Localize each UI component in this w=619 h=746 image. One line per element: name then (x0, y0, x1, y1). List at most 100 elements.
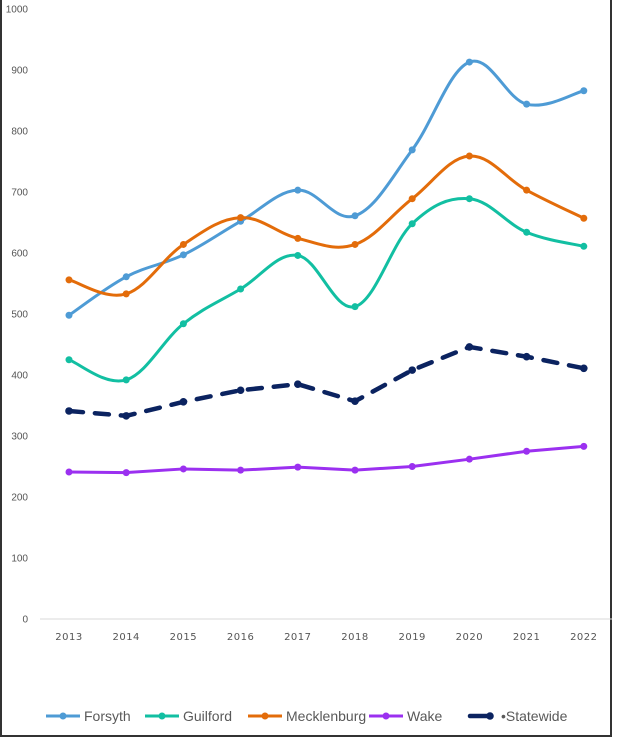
x-tick-label: 2013 (55, 632, 82, 643)
chart-frame: 0 100 200 300 400 500 600 700 800 900 1000 2013 201… (0, 0, 612, 737)
data-point-guilford-2020 (465, 195, 473, 203)
y-tick-label: 900 (11, 66, 28, 77)
data-point-statewide-2013 (65, 407, 73, 415)
series-wake (65, 442, 588, 477)
y-tick-label: 400 (11, 371, 28, 382)
data-point-forsyth-2014 (122, 273, 130, 281)
series-line-forsyth (67, 59, 586, 317)
data-point-guilford-2014 (122, 376, 130, 384)
data-point-forsyth-2020 (465, 58, 473, 66)
legend: Forsyth Guilford Mecklenburg Wake •Statewide (46, 708, 568, 724)
data-point-mecklenburg-2017 (294, 234, 302, 242)
data-point-statewide-2018 (351, 397, 359, 406)
legend-marker-wake (382, 712, 390, 720)
y-tick-label: 600 (11, 249, 28, 260)
x-tick-label: 2021 (513, 632, 540, 643)
data-point-wake-2022 (580, 442, 588, 450)
data-point-statewide-2015 (179, 398, 188, 406)
legend-item-statewide: •Statewide (467, 708, 568, 724)
data-point-mecklenburg-2018 (351, 240, 359, 248)
data-point-forsyth-2018 (351, 212, 359, 220)
x-tick-label: 2022 (570, 632, 597, 643)
data-point-guilford-2017 (294, 251, 302, 259)
x-tick-label: 2020 (456, 632, 483, 643)
x-tick-label: 2018 (341, 632, 368, 643)
data-point-wake-2016 (237, 466, 245, 474)
data-point-wake-2015 (179, 465, 187, 473)
x-tick-label: 2017 (284, 632, 311, 643)
series-statewide (65, 343, 588, 420)
series-guilford (65, 195, 588, 384)
legend-label-wake: Wake (407, 708, 442, 724)
data-point-mecklenburg-2022 (580, 214, 588, 222)
data-point-mecklenburg-2013 (65, 276, 73, 284)
y-axis: 0 100 200 300 400 500 600 700 800 900 1000 (6, 5, 29, 626)
y-tick-label: 300 (11, 432, 28, 443)
legend-marker-mecklenburg (261, 712, 269, 720)
legend-item-forsyth: Forsyth (46, 708, 131, 724)
series-mecklenburg (65, 152, 588, 298)
legend-label-guilford: Guilford (183, 708, 232, 724)
legend-marker-forsyth (59, 712, 67, 720)
legend-item-mecklenburg: Mecklenburg (248, 708, 366, 724)
data-point-statewide-2019 (408, 366, 417, 374)
series-layer (65, 58, 588, 477)
data-point-wake-2017 (294, 463, 302, 471)
x-tick-label: 2016 (227, 632, 254, 643)
legend-label-mecklenburg: Mecklenburg (286, 708, 366, 724)
y-tick-label: 0 (22, 615, 28, 626)
data-point-forsyth-2017 (294, 186, 302, 194)
y-tick-label: 500 (11, 310, 28, 321)
series-line-mecklenburg (67, 154, 586, 297)
legend-item-wake: Wake (369, 708, 442, 724)
legend-marker-statewide (486, 712, 494, 720)
data-point-statewide-2020 (465, 343, 474, 351)
x-tick-label: 2015 (170, 632, 197, 643)
data-point-wake-2019 (408, 463, 416, 470)
data-point-forsyth-2019 (408, 146, 416, 154)
y-tick-label: 800 (11, 127, 28, 138)
series-line-guilford (67, 197, 586, 383)
data-point-mecklenburg-2020 (465, 152, 473, 160)
y-tick-label: 1000 (6, 5, 29, 16)
y-tick-label: 200 (11, 493, 28, 504)
data-point-mecklenburg-2016 (237, 214, 245, 222)
data-point-mecklenburg-2015 (179, 240, 187, 248)
data-point-guilford-2018 (351, 303, 359, 311)
data-point-wake-2014 (122, 469, 130, 477)
data-point-guilford-2013 (65, 356, 73, 364)
legend-item-guilford: Guilford (145, 708, 232, 724)
series-forsyth (65, 58, 588, 319)
data-point-wake-2020 (465, 455, 473, 463)
data-point-wake-2018 (351, 466, 359, 474)
y-tick-label: 700 (11, 188, 28, 199)
data-point-guilford-2021 (523, 228, 531, 236)
data-point-guilford-2022 (580, 242, 588, 250)
legend-label-statewide: •Statewide (501, 708, 568, 724)
data-point-guilford-2019 (408, 220, 416, 228)
data-point-mecklenburg-2014 (122, 290, 130, 298)
data-point-mecklenburg-2021 (523, 186, 531, 194)
y-tick-label: 100 (11, 554, 28, 565)
series-line-statewide (66, 344, 587, 419)
data-point-forsyth-2015 (179, 251, 187, 259)
data-point-statewide-2022 (580, 364, 588, 373)
data-point-forsyth-2013 (65, 311, 73, 319)
data-point-guilford-2015 (179, 320, 187, 328)
data-point-statewide-2014 (122, 412, 130, 420)
series-line-wake (67, 444, 586, 475)
legend-marker-guilford (158, 712, 166, 720)
legend-label-forsyth: Forsyth (84, 708, 131, 724)
data-point-wake-2013 (65, 468, 73, 476)
data-point-forsyth-2022 (580, 87, 588, 95)
data-point-forsyth-2021 (523, 100, 531, 108)
data-point-statewide-2021 (522, 352, 531, 361)
data-point-guilford-2016 (237, 285, 245, 293)
data-point-statewide-2016 (236, 386, 245, 395)
data-point-statewide-2017 (294, 380, 302, 388)
x-tick-label: 2019 (398, 632, 425, 643)
data-point-wake-2021 (523, 447, 531, 455)
data-point-mecklenburg-2019 (408, 195, 416, 203)
x-tick-label: 2014 (112, 632, 139, 643)
